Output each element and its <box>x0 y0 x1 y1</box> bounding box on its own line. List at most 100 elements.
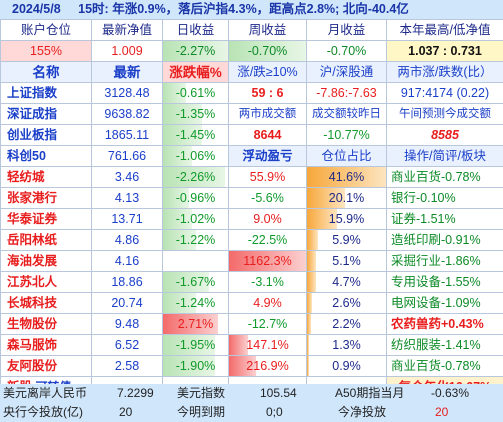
year-high-low-label: 本年最高/低净值 <box>386 19 503 41</box>
stock-name[interactable]: 森马服饰 <box>0 334 92 356</box>
stock-change: -0.96% <box>162 187 229 209</box>
market-message: 15时: 年涨0.9%，落后沪指4.3%，距高点2.8%; 北向-40.4亿 <box>78 2 409 16</box>
limit-up-down-count: 59 : 6 <box>228 82 307 104</box>
daily-return-value: -2.27% <box>162 40 229 62</box>
col-connect-header: 沪/深股通 <box>306 61 387 83</box>
holding-row[interactable]: 生物股份 9.48 2.71% -12.7% 2.2% 农药兽药+0.43% <box>0 313 503 335</box>
fill-bar <box>163 188 189 208</box>
stock-weight: 2.6% <box>306 292 387 314</box>
stock-change: -1.24% <box>162 292 229 314</box>
fill-bar <box>307 272 316 292</box>
stock-pnl: 147.1% <box>228 334 307 356</box>
holding-row[interactable]: 轻纺城 3.46 -2.26% 55.9% 41.6% 商业百货-0.78% <box>0 166 503 188</box>
connect-flow: -7.86:-7.63 <box>306 82 387 104</box>
index-name[interactable]: 创业板指 <box>0 124 92 146</box>
stock-weight: 15.9% <box>306 208 387 230</box>
stock-name[interactable]: 友阿股份 <box>0 355 92 377</box>
index-row[interactable]: 深证成指 9638.82 -1.35% 两市成交额 成交额较昨日 午间预测今成交… <box>0 103 503 125</box>
stock-price: 4.13 <box>91 187 163 209</box>
index-price: 1865.11 <box>91 124 163 146</box>
stock-price: 18.86 <box>91 271 163 293</box>
stock-change: 2.71% <box>162 313 229 335</box>
stock-note: 采掘行业-1.86% <box>386 250 503 272</box>
fill-bar <box>163 272 209 292</box>
stock-weight: 4.7% <box>306 271 387 293</box>
holding-row[interactable]: 岳阳林纸 4.86 -1.22% -22.5% 5.9% 造纸印刷-0.91% <box>0 229 503 251</box>
fill-bar <box>229 356 256 376</box>
stock-pnl: 4.9% <box>228 292 307 314</box>
index-price: 761.66 <box>91 145 163 167</box>
stock-change: -1.22% <box>162 229 229 251</box>
fill-bar <box>307 167 386 187</box>
weekly-return-value: -0.70% <box>228 40 307 62</box>
stock-price: 20.74 <box>91 292 163 314</box>
stock-note: 证券-1.51% <box>386 208 503 230</box>
stock-weight: 2.2% <box>306 313 387 335</box>
stock-name[interactable]: 张家港行 <box>0 187 92 209</box>
stock-weight: 0.9% <box>306 355 387 377</box>
stock-change: -1.95% <box>162 334 229 356</box>
index-name[interactable]: 上证指数 <box>0 82 92 104</box>
stock-weight: 5.1% <box>306 250 387 272</box>
stock-name[interactable]: 海油发展 <box>0 250 92 272</box>
stock-pnl: 216.9% <box>228 355 307 377</box>
stock-name[interactable]: 生物股份 <box>0 313 92 335</box>
fill-bar <box>307 209 338 229</box>
index-change: -0.61% <box>162 82 229 104</box>
fill-bar <box>307 335 310 355</box>
fill-bar <box>307 314 311 334</box>
weight-header: 仓位占比 <box>306 145 387 167</box>
fill-bar <box>307 251 317 271</box>
account-label-row: 账户仓位 最新净值 日收益 周收益 月收益 本年最高/低净值 <box>0 19 503 41</box>
fill-bar <box>307 356 309 376</box>
maturity-value: 0;0 <box>266 405 283 419</box>
stock-name[interactable]: 岳阳林纸 <box>0 229 92 251</box>
fill-bar <box>163 146 193 166</box>
col-breadth-header: 两市涨/跌数(比） <box>386 61 503 83</box>
stock-name[interactable]: 轻纺城 <box>0 166 92 188</box>
stock-pnl: -3.1% <box>228 271 307 293</box>
holding-row[interactable]: 华泰证券 13.71 -1.02% 9.0% 15.9% 证券-1.51% <box>0 208 503 230</box>
fill-bar <box>163 335 215 355</box>
usd-cnh-value: 7.2299 <box>117 386 154 400</box>
forecast-turnover-value: 8585 <box>386 124 503 146</box>
holding-row[interactable]: 江苏北人 18.86 -1.67% -3.1% 4.7% 专用设备-1.55% <box>0 271 503 293</box>
fill-bar <box>307 188 345 208</box>
holding-row[interactable]: 海油发展 4.16 1162.3% 5.1% 采掘行业-1.86% <box>0 250 503 272</box>
stock-weight: 1.3% <box>306 334 387 356</box>
forecast-turnover-label: 午间预测今成交额 <box>386 103 503 125</box>
holding-row[interactable]: 森马服饰 6.52 -1.95% 147.1% 1.3% 纺织服装-1.41% <box>0 334 503 356</box>
stock-name[interactable]: 江苏北人 <box>0 271 92 293</box>
fill-bar <box>229 335 249 355</box>
holding-row[interactable]: 长城科技 20.74 -1.24% 4.9% 2.6% 电网设备-1.09% <box>0 292 503 314</box>
status-header: 2024/5/8 15时: 年涨0.9%，落后沪指4.3%，距高点2.8%; 北… <box>0 0 503 19</box>
holding-row[interactable]: 张家港行 4.13 -0.96% -5.6% 20.1% 银行-0.10% <box>0 187 503 209</box>
holding-row[interactable]: 友阿股份 2.58 -1.90% 216.9% 0.9% 商业百货-0.78% <box>0 355 503 377</box>
index-row[interactable]: 创业板指 1865.11 -1.45% 8644 -10.77% 8585 <box>0 124 503 146</box>
stock-pnl: 55.9% <box>228 166 307 188</box>
index-price: 9638.82 <box>91 103 163 125</box>
index-row[interactable]: 上证指数 3128.48 -0.61% 59 : 6 -7.86:-7.63 9… <box>0 82 503 104</box>
dollar-index-label: 美元指数 <box>177 386 226 400</box>
index-row[interactable]: 科创50 761.66 -1.06% 浮动盈亏 仓位占比 操作/简评/板块 <box>0 145 503 167</box>
stock-note: 造纸印刷-0.91% <box>386 229 503 251</box>
daily-return-label: 日收益 <box>162 19 229 41</box>
stock-name[interactable]: 华泰证券 <box>0 208 92 230</box>
index-name[interactable]: 科创50 <box>0 145 92 167</box>
index-name[interactable]: 深证成指 <box>0 103 92 125</box>
fill-bar <box>163 293 196 313</box>
fill-bar <box>307 293 312 313</box>
net-injection-label: 今净投放 <box>338 405 387 419</box>
pboc-injection-label: 央行今投放(亿) <box>3 405 83 419</box>
stock-price: 9.48 <box>91 313 163 335</box>
stock-weight: 5.9% <box>306 229 387 251</box>
stock-price: 3.46 <box>91 166 163 188</box>
stock-price: 2.58 <box>91 355 163 377</box>
stock-pnl: -5.6% <box>228 187 307 209</box>
stock-name[interactable]: 长城科技 <box>0 292 92 314</box>
note-header: 操作/简评/板块 <box>386 145 503 167</box>
advance-decline: 917:4174 (0.22) <box>386 82 503 104</box>
stock-note: 专用设备-1.55% <box>386 271 503 293</box>
stock-change: -2.26% <box>162 166 229 188</box>
